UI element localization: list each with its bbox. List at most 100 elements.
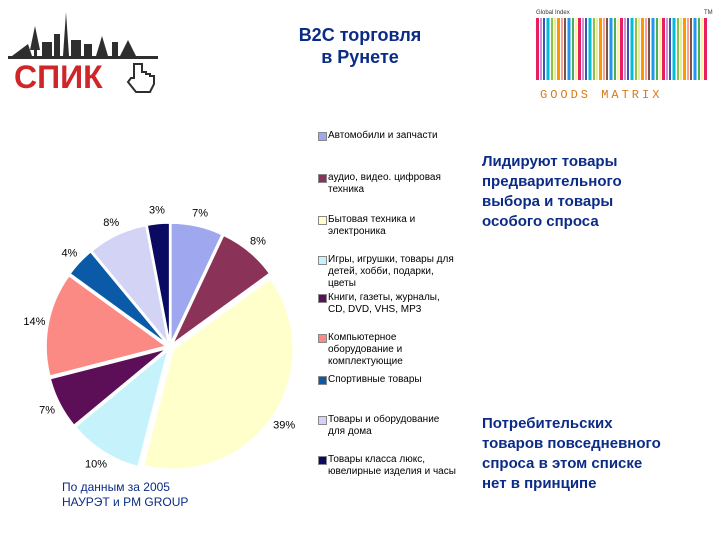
spik-logo-text: СПИК [14, 59, 103, 95]
barcode-bar [677, 18, 679, 80]
note-line: Потребительских [482, 415, 613, 432]
note-leaders: Лидируют товары предварительного выбора … [482, 152, 622, 232]
barcode-bar [609, 18, 613, 80]
legend-label-line: Товары и оборудование [328, 414, 440, 425]
legend-item: Автомобили и запчасти [318, 130, 478, 142]
barcode-bar [656, 18, 658, 80]
legend-item: аудио, видео. цифровая техника [318, 172, 478, 196]
legend-label-line: электроника [328, 226, 386, 237]
barcode-bar [572, 18, 574, 80]
barcode-bar [638, 18, 640, 80]
slice-value-label: 39% [273, 420, 295, 432]
legend-label-line: Книги, газеты, журналы, [328, 292, 440, 303]
barcode-bar [704, 18, 707, 80]
title-line: B2C торговля [298, 25, 422, 45]
legend-label-line: комплектующие [328, 356, 403, 367]
legend-label-line: техника [328, 184, 365, 195]
legend-label-line: цветы [328, 278, 356, 289]
pie-slice [68, 250, 168, 345]
barcode-bar [567, 18, 571, 80]
legend-item: Книги, газеты, журналы, CD, DVD, VHS, MP3 [318, 292, 478, 316]
note-line: особого спроса [482, 213, 599, 230]
barcode-bar [546, 18, 550, 80]
barcode-bar [690, 18, 692, 80]
pie-slice [142, 277, 294, 470]
legend-label-line: Автомобили и запчасти [328, 130, 438, 141]
global-index-text: Global Index [536, 10, 570, 16]
barcode-bar [683, 18, 686, 80]
pie-slice [74, 348, 170, 468]
barcode-bar [635, 18, 637, 80]
barcode-bar [651, 18, 655, 80]
note-line: спроса в этом списке [482, 455, 643, 472]
barcode-bar [617, 18, 619, 80]
barcode-bar [543, 18, 545, 80]
legend-swatch [318, 416, 327, 425]
source-line: НАУРЭТ и PM GROUP [62, 495, 189, 509]
barcode-bar [630, 18, 634, 80]
barcode-icon [536, 18, 707, 80]
barcode-bar [540, 18, 542, 80]
slice-value-label: 7% [192, 207, 208, 219]
barcode-bar [624, 18, 626, 80]
barcode-bar [662, 18, 665, 80]
legend-label-line: Бытовая техника и [328, 214, 416, 225]
legend-item: Бытовая техника и электроника [318, 214, 478, 238]
barcode-bar [701, 18, 703, 80]
page-title: B2C торговля в Рунете [230, 24, 490, 68]
note-everyday-goods: Потребительских товаров повседневного сп… [482, 414, 661, 494]
legend-item: Компьютерное оборудование и комплектующие [318, 332, 478, 368]
slice-value-label: 3% [149, 205, 165, 217]
barcode-bar [620, 18, 623, 80]
barcode-bar [614, 18, 616, 80]
barcode-bar [659, 18, 661, 80]
barcode-bar [564, 18, 566, 80]
note-line: товаров повседневного [482, 435, 661, 452]
pie-slice [45, 274, 168, 378]
barcode-bar [551, 18, 553, 80]
slice-value-label: 7% [39, 405, 55, 417]
barcode-bar [578, 18, 581, 80]
pie-slice [146, 222, 171, 344]
legend-label: Компьютерное оборудование и комплектующие [318, 332, 478, 368]
pie-slice [90, 224, 170, 344]
barcode-bar [687, 18, 689, 80]
legend-item: Товары и оборудование для дома [318, 414, 478, 438]
legend-label: Книги, газеты, журналы, CD, DVD, VHS, MP3 [318, 292, 478, 316]
barcode-bar [627, 18, 629, 80]
legend-swatch [318, 256, 327, 265]
barcode-bar [606, 18, 608, 80]
barcode-bar [575, 18, 577, 80]
source-line: По данным за 2005 [62, 480, 170, 494]
barcode-bar [582, 18, 584, 80]
legend-label-line: ювелирные изделия и часы [328, 466, 456, 477]
legend-swatch [318, 132, 327, 141]
city-skyline-icon [8, 12, 158, 59]
legend-label-line: аудио, видео. цифровая [328, 172, 441, 183]
pie-chart: 7% 8% 39% 10% 7% 14% 4% 8% 3% [23, 205, 295, 471]
hand-cursor-icon [126, 63, 155, 93]
legend-label: Товары класса люкс, ювелирные изделия и ч… [318, 454, 478, 478]
note-line: предварительного [482, 173, 622, 190]
pie-slice [170, 222, 223, 344]
pie-slice [171, 234, 271, 345]
spik-logo: СПИК [8, 12, 158, 95]
legend-label-line: оборудование и [328, 344, 403, 355]
legend-label-line: CD, DVD, VHS, MP3 [328, 304, 422, 315]
title-line: в Рунете [321, 47, 399, 67]
barcode-bar [554, 18, 556, 80]
barcode-bar [599, 18, 602, 80]
barcode-bar [585, 18, 587, 80]
barcode-bar [698, 18, 700, 80]
pie-slice [49, 348, 167, 427]
legend-label: аудио, видео. цифровая техника [318, 172, 478, 196]
goods-matrix-text: GOODS MATRIX [540, 88, 662, 102]
barcode-bar [666, 18, 668, 80]
legend-swatch [318, 174, 327, 183]
legend-swatch [318, 334, 327, 343]
barcode-bar [557, 18, 560, 80]
legend-label: Автомобили и запчасти [318, 130, 478, 142]
barcode-bar [680, 18, 682, 80]
barcode-bar [645, 18, 647, 80]
goods-matrix-logo: Global Index TM GOODS MATRIX [536, 10, 713, 102]
